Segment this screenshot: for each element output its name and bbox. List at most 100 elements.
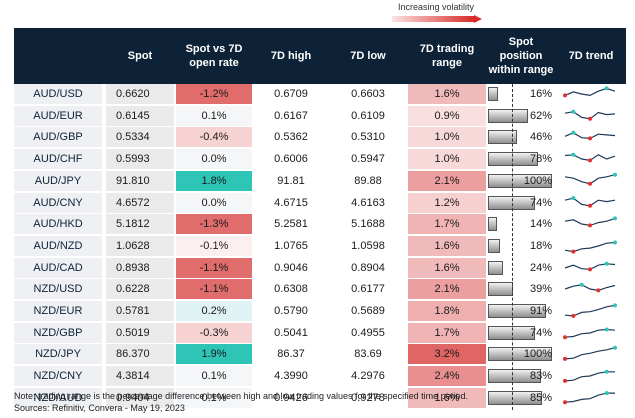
trend-low-marker — [588, 203, 592, 208]
spot-rate: 4.3814 — [106, 366, 174, 387]
position-midline — [512, 84, 513, 410]
high-7d: 91.81 — [277, 174, 305, 187]
footnote: Note: trading range is the percentage di… — [14, 390, 468, 414]
trading-range: 0.9% — [408, 105, 486, 126]
header-spot: Spot — [127, 50, 153, 62]
low-7d: 4.2976 — [351, 370, 385, 383]
trend-high-marker — [571, 195, 576, 200]
trend-high-marker — [604, 261, 609, 266]
low-7d: 0.5689 — [351, 305, 385, 317]
spot-position-bar — [488, 325, 536, 340]
trend-sparkline — [563, 86, 616, 98]
spot-vs-open: -1.1% — [176, 257, 252, 278]
spot-position-cell: 18% — [488, 236, 554, 256]
spot-position-bar — [488, 260, 504, 275]
trend-low-marker — [588, 158, 592, 163]
trend-sparkline — [563, 327, 616, 339]
trend-low-marker — [588, 116, 592, 121]
currency-pair: NZD/CNY — [14, 366, 102, 387]
trend-high-marker — [613, 346, 617, 351]
spot-position-bar — [488, 347, 552, 362]
high-7d: 4.3990 — [274, 370, 308, 383]
low-7d: 4.6163 — [351, 196, 385, 209]
spot-position-bar — [488, 173, 552, 188]
spot-rate: 1.0628 — [106, 235, 174, 256]
table-row: NZD/GBP 0.5019 -0.3% 0.5041 0.4955 1.7% 74% — [14, 322, 626, 343]
spot-position-cell: 16% — [488, 84, 554, 104]
trading-range: 1.6% — [408, 387, 486, 408]
currency-pair: NZD/GBP — [14, 322, 102, 343]
spot-vs-open: -1.2% — [176, 84, 252, 104]
trend-low-marker — [563, 378, 567, 383]
spot-rate: 0.5334 — [106, 127, 174, 148]
table-row: AUD/GBP 0.5334 -0.4% 0.5362 0.5310 1.0% 46% — [14, 127, 626, 148]
trend-low-marker — [563, 399, 567, 404]
spot-position-cell: 85% — [488, 388, 554, 408]
high-7d: 0.9426 — [274, 391, 308, 404]
high-7d: 0.5362 — [274, 131, 308, 144]
trend-high-marker — [604, 327, 609, 332]
spot-position-cell: 46% — [488, 127, 554, 147]
spot-position-cell: 91% — [488, 301, 554, 321]
low-7d: 0.6603 — [351, 88, 385, 100]
trend-high-marker — [604, 86, 609, 91]
trend-sparkline — [564, 261, 616, 271]
spot-position-value: 46% — [529, 131, 552, 144]
trend-high-marker — [604, 369, 609, 374]
low-7d: 0.6109 — [351, 109, 385, 122]
spot-position-bar — [488, 217, 497, 232]
trading-range: 1.0% — [408, 127, 486, 148]
volatility-legend: Increasing volatility — [386, 2, 486, 26]
currency-pair: NZD/EUR — [14, 301, 102, 321]
trend-low-marker — [588, 223, 592, 228]
table-row: AUD/EUR 0.6145 0.1% 0.6167 0.6109 0.9% 62% — [14, 105, 626, 126]
table-row: AUD/NZD 1.0628 -0.1% 1.0765 1.0598 1.6% 18% — [14, 235, 626, 256]
trend-sparkline — [564, 172, 617, 186]
spot-position-cell: 78% — [488, 149, 554, 169]
trend-low-marker — [588, 181, 592, 186]
spot-rate: 0.5993 — [106, 149, 174, 170]
table-row: AUD/CHF 0.5993 0.0% 0.6006 0.5947 1.0% 78% — [14, 149, 626, 170]
spot-rate: 0.9404 — [106, 387, 174, 408]
trend-line — [564, 347, 616, 360]
trading-range: 1.6% — [408, 84, 486, 104]
trading-range: 1.7% — [408, 322, 486, 343]
trend-high-marker — [613, 172, 617, 177]
trend-low-marker — [588, 266, 592, 271]
trend-high-marker — [604, 390, 609, 395]
trend-high-marker — [571, 109, 576, 114]
low-7d: 89.88 — [354, 174, 382, 187]
trend-high-marker — [579, 283, 584, 288]
table-row: NZD/CNY 4.3814 0.1% 4.3990 4.2976 2.4% 83% — [14, 366, 626, 387]
spot-position-bar — [488, 238, 500, 253]
spot-position-value: 78% — [529, 153, 552, 166]
header-7d-trend: 7D trend — [568, 50, 614, 62]
spot-position-bar — [488, 108, 528, 123]
high-7d: 1.0765 — [274, 239, 308, 252]
spot-position-cell: 62% — [488, 106, 554, 126]
spot-position-value: 18% — [529, 239, 552, 252]
high-7d: 0.5041 — [274, 326, 308, 339]
trend-sparkline — [564, 283, 616, 293]
header-7d-high: 7D high — [270, 50, 312, 62]
spot-vs-open: -1.1% — [176, 279, 252, 300]
high-7d: 4.6715 — [274, 196, 308, 209]
low-7d: 83.69 — [354, 348, 382, 361]
spot-vs-open: 0.1% — [176, 366, 252, 387]
currency-pair: NZD/JPY — [14, 344, 102, 365]
spot-rate: 0.5781 — [106, 301, 174, 321]
high-7d: 0.6167 — [274, 109, 308, 122]
trend-low-marker — [571, 313, 576, 318]
trend-low-marker — [571, 249, 576, 254]
spot-position-value: 62% — [529, 109, 552, 122]
spot-position-bar — [488, 369, 542, 384]
high-7d: 0.6709 — [274, 88, 308, 100]
spot-position-cell: 14% — [488, 214, 554, 234]
currency-pair: AUD/JPY — [14, 170, 102, 191]
trend-sparkline — [564, 216, 617, 228]
spot-rate: 91.810 — [106, 170, 174, 191]
trading-range: 1.0% — [408, 149, 486, 170]
spot-vs-open: 0.2% — [176, 301, 252, 321]
high-7d: 86.37 — [277, 348, 305, 361]
spot-vs-open: 1.8% — [176, 170, 252, 191]
